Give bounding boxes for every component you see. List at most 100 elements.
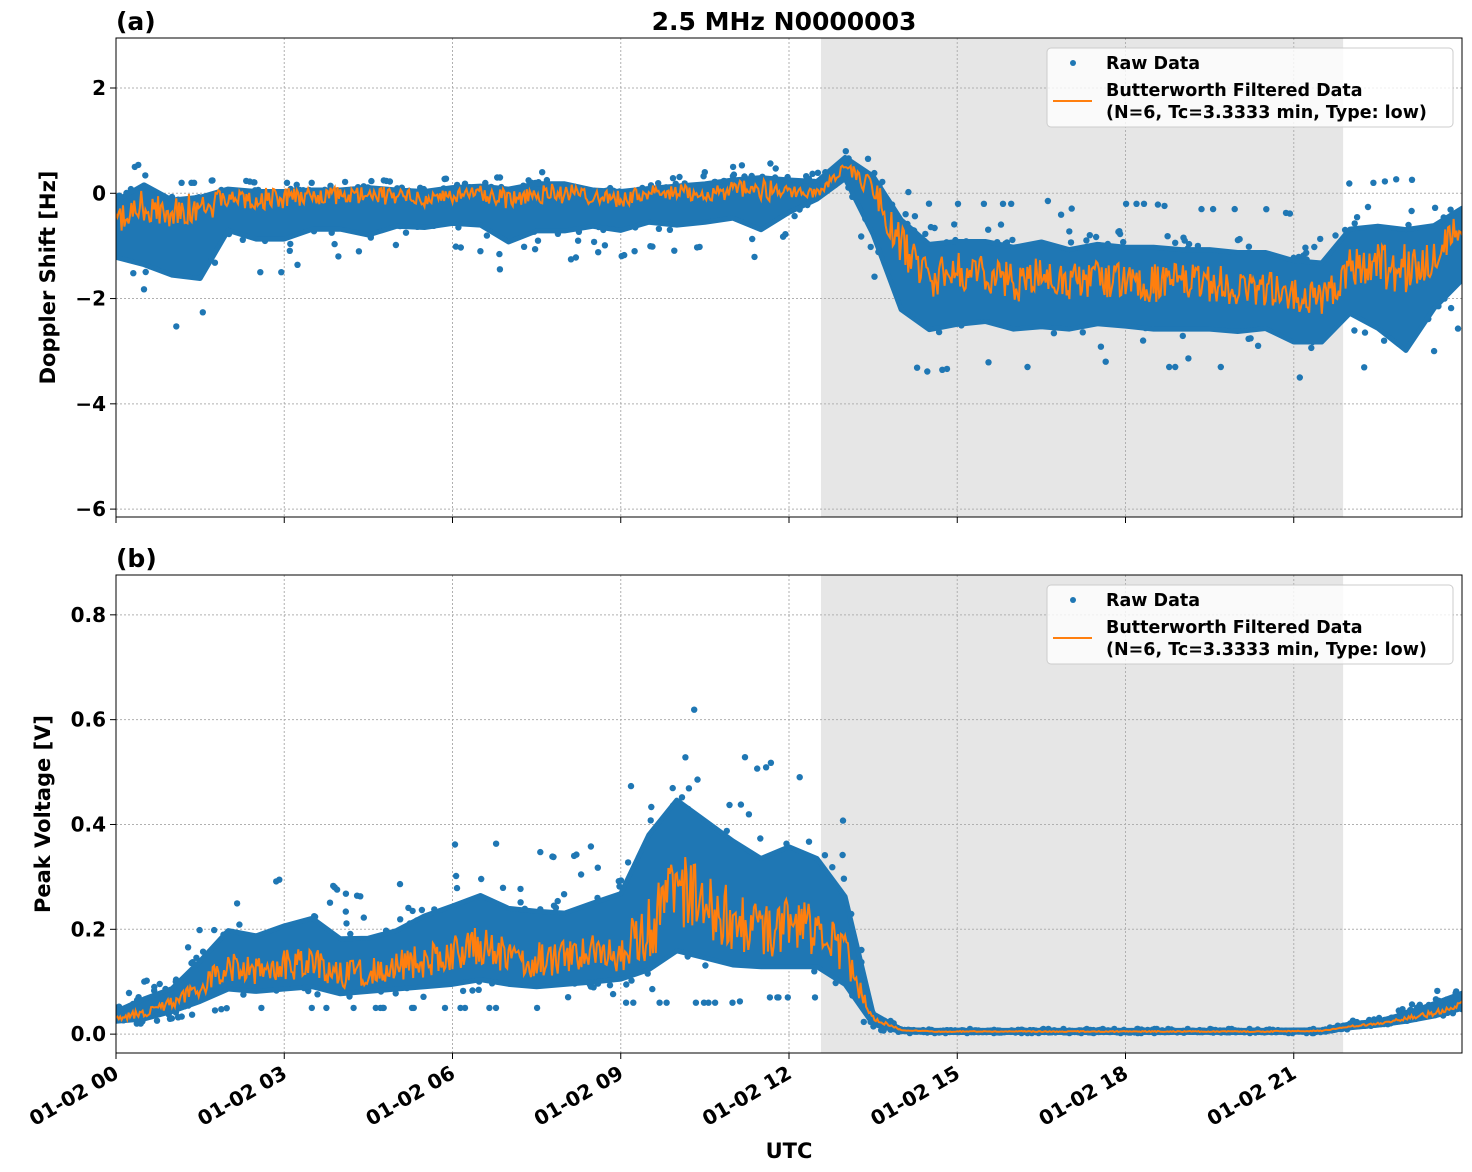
raw-data-point xyxy=(700,173,707,180)
raw-data-point xyxy=(1057,211,1065,218)
raw-data-point xyxy=(864,155,872,162)
raw-data-point xyxy=(537,848,544,856)
raw-data-point xyxy=(343,920,350,927)
raw-data-point xyxy=(1120,238,1127,246)
raw-data-point xyxy=(1353,214,1361,221)
raw-data-point xyxy=(622,999,630,1006)
raw-data-point xyxy=(153,1017,161,1024)
raw-data-point xyxy=(577,871,585,878)
raw-data-point xyxy=(624,859,632,866)
raw-data-point xyxy=(1185,355,1192,362)
raw-data-point xyxy=(1361,329,1369,336)
raw-data-point xyxy=(842,148,849,155)
raw-data-point xyxy=(1380,337,1388,344)
raw-data-point xyxy=(656,999,663,1006)
raw-data-point xyxy=(483,232,491,239)
raw-data-point xyxy=(1381,178,1389,185)
raw-data-point xyxy=(323,1004,330,1012)
raw-data-point xyxy=(685,785,693,792)
raw-data-point xyxy=(1236,235,1243,243)
raw-data-point xyxy=(327,182,334,189)
raw-data-point xyxy=(587,983,595,990)
raw-data-point xyxy=(1198,205,1205,213)
legend-box xyxy=(1046,47,1454,128)
raw-data-point xyxy=(452,872,460,880)
raw-data-point xyxy=(240,991,247,998)
raw-data-point xyxy=(1209,205,1217,213)
raw-data-point xyxy=(459,987,467,995)
raw-data-point xyxy=(867,243,874,251)
raw-data-point xyxy=(803,173,810,180)
raw-data-point xyxy=(1351,327,1358,334)
raw-data-point xyxy=(223,1005,230,1012)
raw-data-point xyxy=(784,994,791,1001)
raw-data-point xyxy=(628,977,635,984)
raw-data-point xyxy=(402,229,410,236)
raw-data-point xyxy=(283,179,291,186)
raw-data-point xyxy=(342,908,349,915)
raw-data-point xyxy=(286,247,293,254)
raw-data-point xyxy=(550,853,557,861)
raw-data-point xyxy=(980,200,988,207)
raw-data-point xyxy=(257,269,264,276)
raw-data-point xyxy=(1245,335,1252,342)
raw-data-point xyxy=(486,1004,493,1012)
raw-data-point xyxy=(326,899,334,906)
raw-data-point xyxy=(671,247,678,254)
raw-data-point xyxy=(754,765,761,772)
raw-data-point xyxy=(871,273,878,280)
legend-entry: Butterworth Filtered Data xyxy=(1106,81,1363,101)
raw-data-point xyxy=(693,244,701,251)
raw-data-point xyxy=(1332,232,1339,239)
y-tick-label: −2 xyxy=(75,287,106,311)
raw-data-point xyxy=(791,212,798,220)
raw-data-point xyxy=(397,916,404,923)
raw-data-point xyxy=(757,835,764,842)
raw-data-point xyxy=(1086,232,1094,239)
raw-data-point xyxy=(554,897,561,905)
raw-data-point xyxy=(211,926,218,934)
raw-data-point xyxy=(749,235,756,243)
raw-data-point xyxy=(796,774,803,781)
raw-data-point xyxy=(911,213,919,220)
raw-data-point xyxy=(442,175,450,182)
raw-data-point xyxy=(1370,179,1377,186)
raw-data-point xyxy=(1133,200,1140,207)
raw-data-point xyxy=(814,169,822,176)
raw-data-point xyxy=(1079,329,1087,336)
raw-data-point xyxy=(140,286,148,293)
raw-data-point xyxy=(997,221,1005,228)
raw-data-point xyxy=(357,893,364,900)
raw-data-point xyxy=(1454,325,1462,332)
raw-data-point xyxy=(775,994,782,1001)
raw-data-point xyxy=(452,243,460,250)
raw-data-point xyxy=(1303,249,1310,256)
raw-data-point xyxy=(1395,1007,1403,1014)
y-tick-label: −6 xyxy=(75,497,106,521)
raw-data-point xyxy=(655,180,662,187)
raw-data-point xyxy=(1164,233,1171,240)
raw-data-point xyxy=(618,252,625,260)
raw-data-point xyxy=(1408,176,1416,183)
raw-data-point xyxy=(531,246,539,253)
raw-data-point xyxy=(839,817,847,824)
raw-data-point xyxy=(1296,374,1304,381)
raw-data-point xyxy=(1245,243,1253,250)
raw-data-point xyxy=(130,270,137,277)
y-axis-label: Doppler Shift [Hz] xyxy=(36,171,60,385)
raw-data-point xyxy=(1024,363,1031,371)
raw-data-point xyxy=(156,980,163,988)
raw-data-point xyxy=(1115,228,1122,236)
raw-data-point xyxy=(1263,206,1270,213)
raw-data-point xyxy=(570,852,578,860)
panel-label: (a) xyxy=(116,7,156,36)
raw-data-point xyxy=(475,986,482,993)
raw-data-point xyxy=(574,237,582,244)
raw-data-point xyxy=(601,242,609,249)
raw-data-point xyxy=(809,170,816,177)
raw-data-point xyxy=(1102,358,1109,365)
raw-data-point xyxy=(236,921,243,928)
legend-entry: Raw Data xyxy=(1106,54,1200,74)
raw-data-point xyxy=(496,266,504,273)
